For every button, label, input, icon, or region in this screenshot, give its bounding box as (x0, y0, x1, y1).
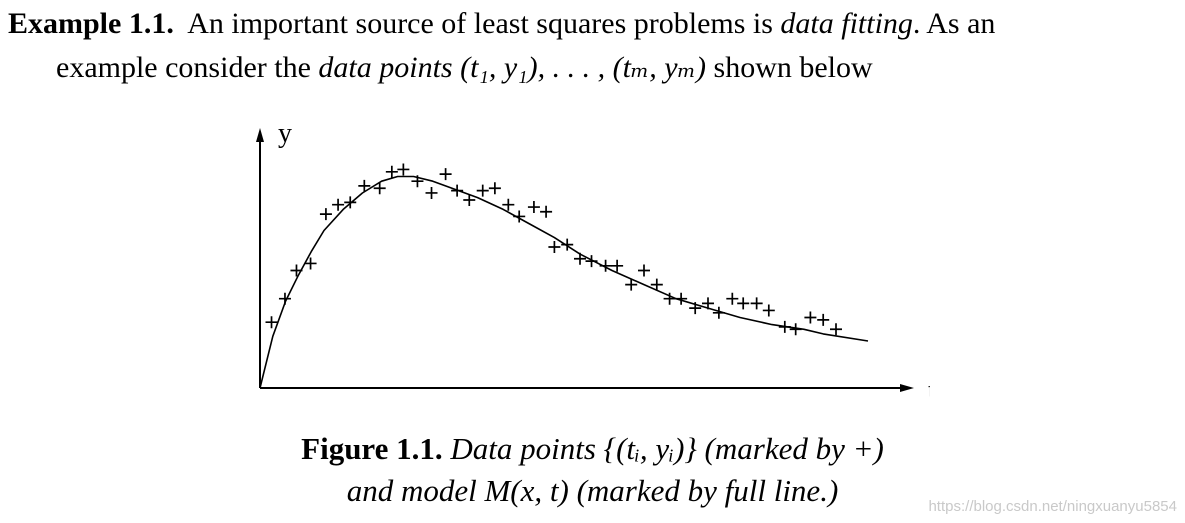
example-line2-tail: shown below (713, 51, 873, 84)
data-point (762, 304, 775, 317)
data-point (585, 255, 598, 268)
example-line2-emphasis: data points (318, 51, 453, 84)
example-line2-math: (t₁, y₁), . . . , (tₘ, yₘ) (460, 51, 707, 84)
data-points-layer (265, 163, 842, 336)
example-line2-text: example consider the (56, 51, 311, 84)
example-line1-emphasis: data fitting (780, 7, 913, 40)
data-point (817, 313, 830, 326)
data-point (265, 316, 278, 329)
data-point (385, 165, 398, 178)
x-axis-label: t (928, 375, 930, 406)
data-point (548, 241, 561, 253)
data-point (344, 196, 357, 209)
figure-caption-label: Figure 1.1. (301, 431, 443, 466)
example-line1-tail: . As an (912, 7, 996, 40)
data-point (540, 205, 553, 218)
data-point (502, 198, 515, 211)
y-axis-arrowhead (256, 128, 264, 142)
data-point (319, 208, 332, 221)
data-point (650, 278, 663, 291)
figure-caption-line1: Figure 1.1. Data points {(tᵢ, yᵢ)} (mark… (0, 428, 1185, 470)
data-point (278, 292, 291, 305)
data-point (476, 184, 489, 197)
data-point (451, 184, 464, 197)
x-axis-arrowhead (900, 384, 914, 392)
data-point (488, 182, 501, 195)
data-point (737, 297, 750, 310)
data-point (750, 297, 763, 310)
model-curve (259, 175, 869, 389)
data-point (290, 264, 303, 277)
figure-caption-text1: Data points {(tᵢ, yᵢ)} (marked by +) (450, 431, 884, 466)
figure-caption-line2: and model M(x, t) (marked by full line.) (346, 473, 839, 508)
data-point (611, 259, 624, 272)
example-label: Example 1.1. (8, 7, 174, 40)
data-point (373, 182, 386, 195)
data-point (638, 264, 650, 277)
model-curve-layer (259, 175, 869, 389)
data-point (830, 323, 842, 336)
data-point (463, 194, 476, 206)
data-point (663, 292, 676, 305)
data-point (513, 210, 526, 223)
data-point (702, 297, 714, 310)
data-point (726, 292, 739, 305)
plot-axes: ty (256, 118, 930, 406)
data-point (778, 320, 791, 333)
data-point (527, 201, 540, 214)
example-line1-text: An important source of least squares pro… (187, 7, 773, 40)
data-point (332, 198, 345, 211)
data-fitting-plot: ty (256, 118, 930, 406)
data-point (411, 175, 424, 188)
y-axis-label: y (278, 118, 292, 149)
data-point (789, 323, 802, 336)
data-point (804, 311, 817, 324)
data-point (689, 302, 702, 315)
data-point (599, 259, 612, 272)
data-point (712, 306, 725, 319)
data-point (397, 163, 410, 176)
data-point (439, 168, 452, 181)
example-paragraph: Example 1.1. An important source of leas… (8, 2, 1178, 90)
data-point (425, 186, 438, 199)
watermark: https://blog.csdn.net/ningxuanyu5854 (928, 498, 1177, 515)
data-point (574, 252, 586, 265)
data-point (304, 257, 317, 270)
data-point (561, 238, 574, 251)
data-point (675, 292, 688, 305)
data-point (625, 278, 638, 291)
data-point (358, 179, 371, 192)
